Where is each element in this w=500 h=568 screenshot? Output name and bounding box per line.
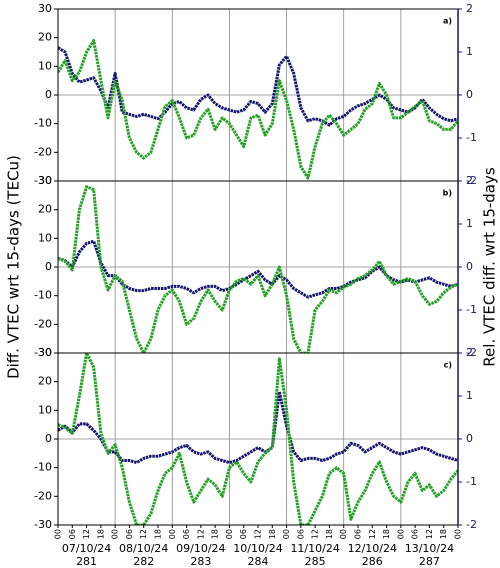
- x-tick-label: 06: [296, 529, 305, 539]
- day-label: 11/10/24: [290, 542, 339, 555]
- x-tick-label: 06: [239, 529, 248, 539]
- y-tick-label: -10: [34, 289, 52, 302]
- panel-label: a): [443, 17, 452, 26]
- x-tick-label: 06: [411, 529, 420, 539]
- y-tick-label: 30: [38, 346, 52, 359]
- x-tick-label: 18: [325, 529, 334, 539]
- x-tick-label: 12: [254, 529, 263, 539]
- x-tick-label: 18: [439, 529, 448, 539]
- x-tick-label: 12: [311, 529, 320, 539]
- panel-label: b): [443, 189, 452, 198]
- y-tick-label: -20: [34, 317, 52, 330]
- x-tick-label: 00: [168, 529, 177, 539]
- doy-label: 284: [248, 555, 269, 568]
- y2-tick-label: -1: [466, 475, 477, 488]
- y2-tick-label: 0: [466, 432, 473, 445]
- y2-tick-label: -1: [466, 131, 477, 144]
- y2-tick-label: 2: [466, 346, 473, 359]
- x-tick-label: 18: [382, 529, 391, 539]
- y-tick-label: 30: [38, 174, 52, 187]
- x-tick-label: 00: [282, 529, 291, 539]
- x-tick-label: 00: [225, 529, 234, 539]
- doy-label: 281: [76, 555, 97, 568]
- x-tick-label: 12: [425, 529, 434, 539]
- y-tick-label: 20: [38, 31, 52, 44]
- y2-tick-label: 1: [466, 45, 473, 58]
- x-tick-label: 12: [196, 529, 205, 539]
- doy-label: 285: [305, 555, 326, 568]
- doy-label: 283: [190, 555, 211, 568]
- doy-label: 287: [419, 555, 440, 568]
- day-label: 09/10/24: [176, 542, 225, 555]
- y2-tick-label: -2: [466, 174, 477, 187]
- y-tick-label: 0: [45, 88, 52, 101]
- y2-tick-label: -2: [466, 346, 477, 359]
- doy-label: 282: [133, 555, 154, 568]
- y-tick-label: -30: [34, 174, 52, 187]
- series-line: [58, 239, 458, 299]
- series-line: [58, 390, 458, 465]
- x-tick-label: 18: [96, 529, 105, 539]
- x-tick-label: 00: [396, 529, 405, 539]
- panel-label: c): [444, 361, 452, 370]
- y-tick-label: 10: [38, 59, 52, 72]
- y-tick-label: 10: [38, 231, 52, 244]
- doy-label: 286: [362, 555, 383, 568]
- x-tick-label: 06: [354, 529, 363, 539]
- x-tick-label: 12: [368, 529, 377, 539]
- series-line: [58, 353, 458, 525]
- y-tick-label: 30: [38, 2, 52, 15]
- x-tick-label: 00: [454, 529, 463, 539]
- y2-tick-label: 2: [466, 174, 473, 187]
- x-tick-label: 18: [154, 529, 163, 539]
- y-tick-label: 20: [38, 375, 52, 388]
- day-label: 12/10/24: [348, 542, 397, 555]
- x-tick-label: 00: [339, 529, 348, 539]
- x-tick-label: 18: [268, 529, 277, 539]
- x-tick-label: 12: [82, 529, 91, 539]
- series-line: [58, 46, 458, 127]
- y-tick-label: 0: [45, 432, 52, 445]
- y-tick-label: -30: [34, 346, 52, 359]
- y2-tick-label: 0: [466, 260, 473, 273]
- y-axis-title: Diff. VTEC wrt 15-days (TECu): [5, 155, 23, 379]
- y-tick-label: -10: [34, 461, 52, 474]
- x-tick-label: 00: [111, 529, 120, 539]
- y-tick-label: -30: [34, 518, 52, 531]
- series-group: [58, 185, 458, 353]
- day-label: 13/10/24: [405, 542, 454, 555]
- y-tick-label: 10: [38, 403, 52, 416]
- series-line: [58, 185, 458, 353]
- series-line: [58, 39, 458, 180]
- y2-tick-label: 2: [466, 2, 473, 15]
- y2-axis-title: Rel. VTEC diff. wrt 15-days: [481, 167, 499, 367]
- x-tick-label: 12: [139, 529, 148, 539]
- y2-tick-label: 0: [466, 88, 473, 101]
- y-tick-label: -20: [34, 145, 52, 158]
- series-group: [58, 39, 458, 180]
- y-tick-label: -20: [34, 489, 52, 502]
- y2-tick-label: 1: [466, 389, 473, 402]
- y-tick-label: -10: [34, 117, 52, 130]
- day-label: 07/10/24: [62, 542, 111, 555]
- day-label: 08/10/24: [119, 542, 168, 555]
- series-group: [58, 353, 458, 525]
- y-tick-label: 0: [45, 260, 52, 273]
- x-tick-label: 06: [125, 529, 134, 539]
- day-label: 10/10/24: [233, 542, 282, 555]
- x-tick-label: 06: [68, 529, 77, 539]
- x-tick-label: 18: [211, 529, 220, 539]
- y-tick-label: 20: [38, 203, 52, 216]
- x-tick-label: 06: [182, 529, 191, 539]
- y2-tick-label: 1: [466, 217, 473, 230]
- y2-tick-label: -2: [466, 518, 477, 531]
- x-tick-label: 00: [54, 529, 63, 539]
- y2-tick-label: -1: [466, 303, 477, 316]
